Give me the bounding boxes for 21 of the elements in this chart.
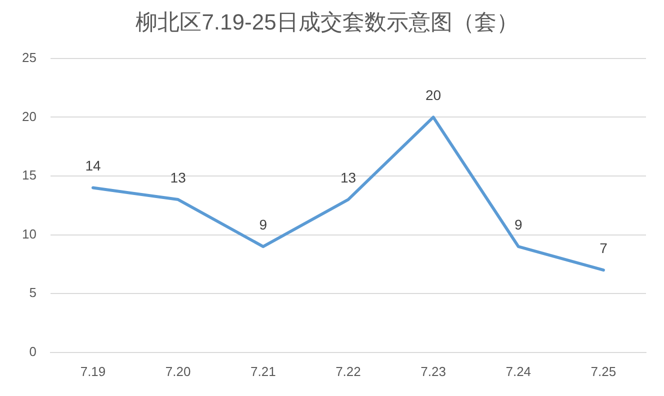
- y-tick-label: 5: [29, 285, 36, 300]
- x-tick-label: 7.24: [506, 364, 532, 379]
- data-label: 9: [259, 216, 268, 232]
- y-tick-label: 25: [22, 50, 36, 65]
- x-tick-label: 7.22: [336, 364, 361, 379]
- x-tick-label: 7.23: [420, 364, 446, 379]
- y-tick-label: 10: [22, 226, 36, 242]
- y-tick-label: 0: [29, 344, 36, 359]
- data-label: 20: [426, 87, 442, 104]
- y-tick-label: 20: [22, 108, 36, 124]
- data-label: 13: [170, 169, 186, 186]
- data-label: 14: [85, 158, 101, 174]
- y-tick-label: 15: [22, 168, 36, 183]
- x-tick-label: 7.20: [165, 364, 191, 379]
- data-label: 13: [340, 169, 356, 186]
- x-tick-label: 7.25: [590, 364, 616, 379]
- x-tick-label: 7.19: [80, 364, 106, 379]
- data-label: 7: [600, 240, 608, 256]
- x-tick-label: 7.21: [250, 364, 276, 379]
- data-label: 9: [514, 216, 522, 232]
- chart-title: 柳北区7.19-25日成交套数示意图（套）: [136, 9, 518, 34]
